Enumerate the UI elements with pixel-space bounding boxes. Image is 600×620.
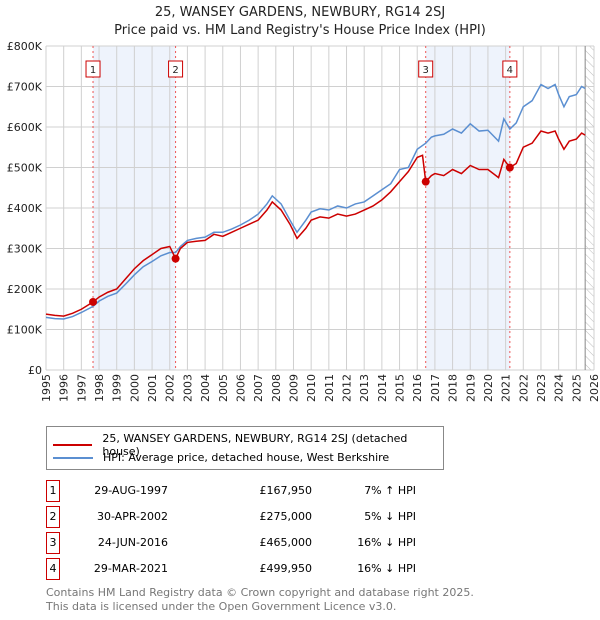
sale-marker-label: 4	[507, 65, 513, 76]
x-tick-label: 1998	[93, 374, 106, 402]
sale-price: £167,950	[259, 484, 313, 497]
y-tick-label: £400K	[7, 202, 43, 215]
x-tick-label: 2010	[305, 374, 318, 402]
x-tick-label: 2016	[411, 374, 424, 402]
x-tick-label: 2004	[199, 374, 212, 402]
sale-date: 29-MAR-2021	[93, 562, 168, 575]
sale-row: 2 30-APR-2002 £275,000 5% ↓ HPI	[46, 506, 446, 528]
sale-hpi: 7% ↑ HPI	[364, 484, 416, 497]
sale-marker-box	[168, 60, 184, 78]
sale-marker-box	[502, 60, 518, 78]
series-line	[45, 83, 586, 320]
legend-red-swatch	[53, 444, 93, 446]
y-tick-label: £200K	[7, 283, 43, 296]
sale-hpi: 16% ↓ HPI	[357, 536, 416, 549]
sale-date: 29-AUG-1997	[94, 484, 168, 497]
x-tick-label: 2005	[217, 374, 230, 402]
x-tick-label: 2008	[270, 374, 283, 402]
sale-marker-label: 2	[172, 65, 178, 76]
x-tick-label: 2009	[287, 374, 300, 402]
x-tick-label: 2002	[164, 374, 177, 402]
x-tick-label: 2026	[588, 374, 600, 402]
y-tick-label: £500K	[7, 162, 43, 175]
sale-row: 3 24-JUN-2016 £465,000 16% ↓ HPI	[46, 532, 446, 554]
x-tick-label: 2013	[358, 374, 371, 402]
sale-date: 30-APR-2002	[96, 510, 168, 523]
x-tick-label: 2021	[500, 374, 513, 402]
sale-number: 1	[46, 480, 60, 502]
x-tick-label: 1995	[40, 374, 53, 402]
sale-number: 2	[46, 506, 60, 528]
sale-point	[89, 297, 98, 306]
x-tick-label: 2007	[252, 374, 265, 402]
legend-blue-swatch	[53, 456, 93, 459]
sale-marker-box	[85, 60, 101, 78]
chart-legend: 25, WANSEY GARDENS, NEWBURY, RG14 2SJ (d…	[46, 426, 444, 470]
x-tick-label: 2011	[323, 374, 336, 402]
sale-price: £275,000	[259, 510, 313, 523]
x-tick-label: 1996	[58, 374, 71, 402]
sale-number: 3	[46, 532, 60, 554]
x-tick-label: 1997	[75, 374, 88, 402]
x-tick-label: 2017	[429, 374, 442, 402]
footer-line2: This data is licensed under the Open Gov…	[46, 600, 397, 613]
price-chart: 1995 1996 1997 1998 1999 2000 2001 2002 2003 2004…	[7, 40, 600, 402]
y-tick-label: £100K	[7, 324, 43, 337]
x-tick-label: 2015	[394, 374, 407, 402]
x-tick-label: 2014	[376, 374, 389, 402]
sale-row: 1 29-AUG-1997 £167,950 7% ↑ HPI	[46, 480, 446, 502]
chart-title: 25, WANSEY GARDENS, NEWBURY, RG14 2SJ	[154, 5, 446, 20]
y-tick-label: £800K	[7, 40, 43, 53]
sale-price: £499,950	[259, 562, 313, 575]
x-tick-label: 2018	[447, 374, 460, 402]
x-tick-label: 2024	[553, 374, 566, 402]
legend-hpi: HPI: Average price, detached house, West…	[103, 451, 390, 464]
x-tick-label: 2012	[341, 374, 354, 402]
sale-marker-label: 1	[90, 65, 96, 76]
sale-number: 4	[46, 558, 60, 580]
x-tick-label: 2022	[517, 374, 530, 402]
footer-line1: Contains HM Land Registry data © Crown c…	[46, 586, 474, 599]
x-tick-label: 2001	[146, 374, 159, 402]
sale-date: 24-JUN-2016	[97, 536, 168, 549]
x-tick-label: 2023	[535, 374, 548, 402]
y-tick-label: £0	[28, 364, 42, 377]
x-tick-label: 2025	[570, 374, 583, 402]
sale-price: £465,000	[259, 536, 313, 549]
sale-hpi: 16% ↓ HPI	[357, 562, 416, 575]
x-tick-label: 2000	[128, 374, 141, 402]
x-tick-label: 2019	[464, 374, 477, 402]
chart-subtitle: Price paid vs. HM Land Registry's House …	[114, 23, 486, 38]
x-tick-label: 2020	[482, 374, 495, 402]
x-tick-label: 2003	[181, 374, 194, 402]
sale-marker-label: 3	[423, 65, 429, 76]
footer: Contains HM Land Registry data © Crown c…	[46, 586, 474, 614]
sale-point	[505, 163, 514, 172]
y-tick-label: £700K	[7, 81, 43, 94]
x-tick-label: 1999	[111, 374, 124, 402]
y-tick-label: £600K	[7, 121, 43, 134]
x-tick-label: 2006	[234, 374, 247, 402]
sale-point	[421, 177, 430, 186]
sale-hpi: 5% ↓ HPI	[364, 510, 416, 523]
y-tick-label: £300K	[7, 243, 43, 256]
sale-point	[171, 254, 180, 263]
sale-row: 4 29-MAR-2021 £499,950 16% ↓ HPI	[46, 558, 446, 580]
legend-property: 25, WANSEY GARDENS, NEWBURY, RG14 2SJ (d…	[102, 432, 408, 458]
sale-marker-box	[418, 60, 434, 78]
